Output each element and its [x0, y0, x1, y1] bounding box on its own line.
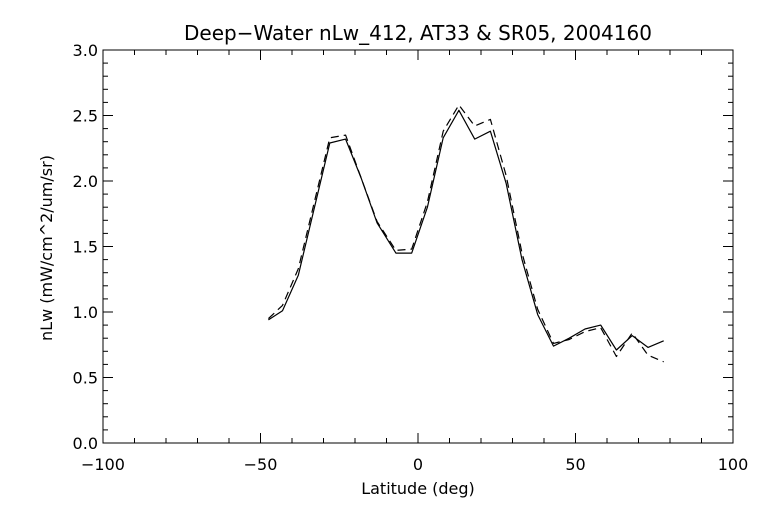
- series-lines: [267, 104, 664, 363]
- series-line-dashed: [267, 104, 664, 363]
- y-tick-label: 2.5: [73, 107, 98, 126]
- x-tick-label: 100: [718, 455, 749, 474]
- plot-frame: [102, 49, 734, 444]
- y-tick-label: 1.5: [73, 238, 98, 257]
- x-tick-label: 0: [413, 455, 423, 474]
- y-tick-label: 3.0: [73, 41, 98, 60]
- y-tick-label: 2.0: [73, 172, 98, 191]
- tick-labels: −100 −50 0 50 100 0.0 0.5 1.0 1.5 2.0 2.5 3.0: [73, 41, 749, 474]
- series-line-solid: [268, 109, 664, 351]
- axis-ticks: [102, 49, 734, 444]
- y-tick-label: 0.5: [73, 369, 98, 388]
- x-axis-label: Latitude (deg): [361, 479, 475, 498]
- x-tick-label: 50: [565, 455, 585, 474]
- chart-title: Deep−Water nLw_412, AT33 & SR05, 2004160: [184, 21, 652, 45]
- x-tick-label: −100: [81, 455, 125, 474]
- x-tick-label: −50: [244, 455, 278, 474]
- y-tick-label: 1.0: [73, 303, 98, 322]
- y-tick-label: 0.0: [73, 434, 98, 453]
- y-axis-label: nLw (mW/cm^2/um/sr): [37, 155, 56, 341]
